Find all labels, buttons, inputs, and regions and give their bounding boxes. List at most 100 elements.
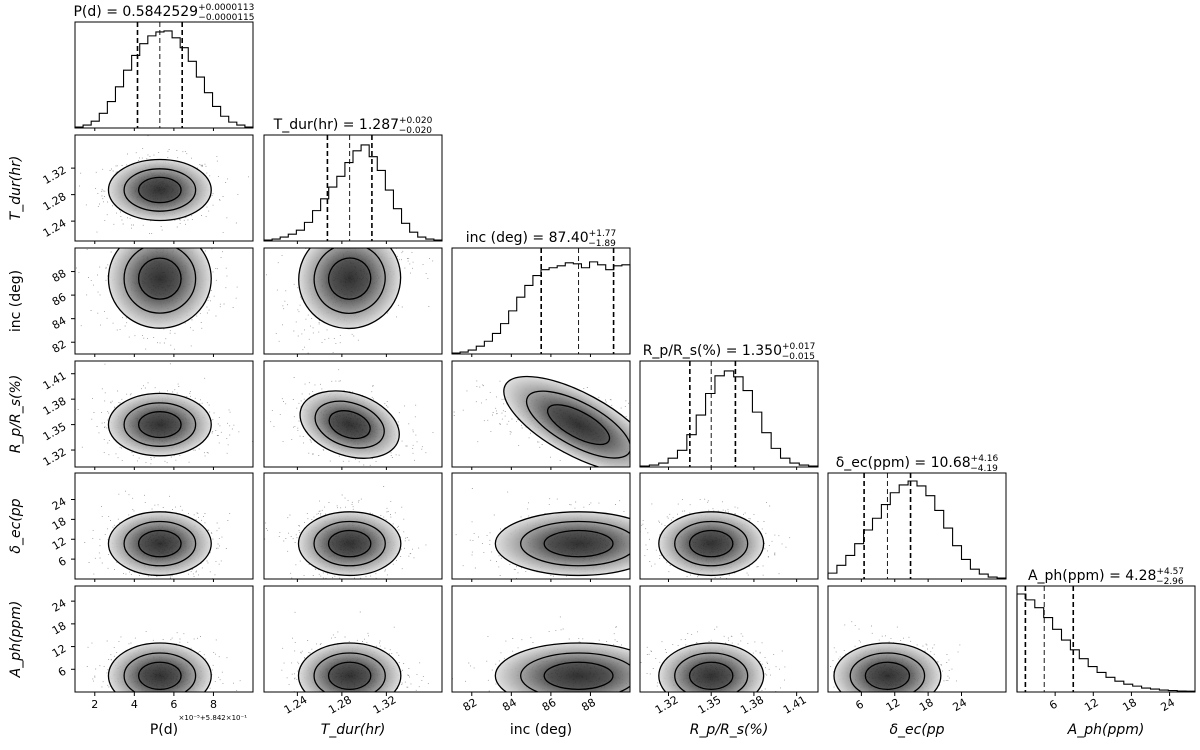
title-RpRs: R_p/R_s(%) = 1.350+0.017 −0.015 — [643, 342, 816, 362]
xtick-label-RpRs-1: 1.35 — [696, 693, 724, 717]
panel-frame — [74, 134, 254, 242]
contour-3 — [864, 661, 911, 690]
panel-frame — [263, 472, 443, 580]
xtick-label-dec-0: 6 — [853, 698, 866, 713]
panel-content — [453, 375, 630, 467]
hist-frame-RpRs — [639, 360, 819, 468]
contour-3 — [137, 411, 182, 439]
hist-frame-Tdur — [263, 134, 443, 242]
ytick-label-RpRs-0: 1.32 — [41, 445, 69, 469]
panel-frame — [827, 585, 1007, 693]
contour-1 — [494, 511, 630, 577]
contour-1 — [658, 511, 765, 577]
err-up-inc: +1.77 — [589, 229, 617, 239]
panel-dec-vs-inc — [451, 472, 631, 580]
ytick-label-Aph-2: 18 — [50, 619, 69, 637]
panel-content — [86, 631, 241, 692]
contour-1 — [658, 642, 765, 692]
contour-3 — [327, 257, 372, 300]
panel-frame — [451, 472, 631, 580]
panel-Tdur-vs-P — [74, 134, 254, 242]
panel-content — [455, 488, 630, 579]
hist-RpRs — [639, 370, 819, 467]
hist-Tdur — [263, 144, 443, 241]
title-P: P(d) = 0.5842529+0.0000113 −0.0000115 — [73, 3, 254, 23]
panel-frame — [74, 472, 254, 580]
xtick-label-P-3: 8 — [210, 698, 217, 711]
ytick-label-Tdur-0: 1.24 — [41, 216, 69, 240]
err-up-RpRs: +0.017 — [782, 342, 815, 352]
ylabel-Aph: A_ph(ppm) — [8, 601, 24, 679]
contour-3 — [137, 257, 182, 300]
xtick-label-RpRs-0: 1.32 — [653, 693, 681, 717]
panel-RpRs-vs-Tdur — [263, 360, 443, 468]
contour-1 — [107, 248, 212, 329]
contour-3 — [543, 661, 614, 690]
density-map — [108, 248, 212, 329]
contour-2 — [314, 400, 385, 449]
xtick-label-Tdur-0: 1.24 — [282, 693, 310, 717]
panel-Aph-vs-Tdur — [263, 585, 443, 693]
err-up-Tdur: +0.020 — [399, 116, 433, 126]
xtick-label-inc-3: 88 — [579, 696, 598, 714]
ytick-label-dec-1: 12 — [50, 535, 69, 553]
ytick-label-dec-3: 24 — [50, 495, 69, 513]
density-map — [495, 643, 630, 692]
contour-1 — [107, 392, 212, 457]
panel-content — [84, 490, 231, 579]
contour-3 — [327, 529, 372, 558]
contour-1 — [297, 511, 402, 577]
err-dn-inc: −1.89 — [588, 239, 616, 249]
ytick-label-inc-0: 82 — [50, 338, 69, 356]
err-dn-dec: −4.19 — [970, 464, 998, 474]
contour-2 — [123, 168, 197, 212]
xtick-label-Tdur-2: 1.32 — [371, 693, 399, 717]
panel-frame — [639, 585, 819, 693]
ytick-label-RpRs-3: 1.41 — [41, 369, 69, 393]
contour-1 — [107, 511, 212, 577]
density-map — [658, 643, 764, 692]
ytick-label-Tdur-2: 1.32 — [41, 163, 69, 187]
xtick-label-P-2: 6 — [170, 698, 177, 711]
ylabel-RpRs: R_p/R_s(%) — [8, 375, 24, 454]
contour-3 — [137, 529, 182, 558]
contour-2 — [123, 520, 197, 567]
contour-2 — [123, 248, 197, 314]
panel-frame — [451, 585, 631, 693]
contour-2 — [849, 652, 926, 692]
contour-2 — [123, 652, 197, 692]
panel-content — [640, 626, 786, 692]
panel-RpRs-vs-P — [74, 360, 254, 468]
ytick-label-inc-2: 86 — [50, 290, 69, 308]
err-up-dec: +4.16 — [971, 454, 999, 464]
xtick-label-inc-2: 86 — [540, 696, 559, 714]
panel-content — [79, 135, 249, 235]
panel-inc-vs-Tdur — [263, 247, 443, 355]
err-dn-P: −0.0000115 — [198, 13, 254, 23]
xtick-label-Aph-2: 18 — [1120, 696, 1139, 714]
contour-2 — [674, 652, 749, 692]
panel-RpRs-vs-inc — [451, 360, 631, 468]
contour-3 — [543, 529, 614, 558]
panel-frame — [263, 585, 443, 693]
ylabel-inc: inc (deg) — [8, 270, 24, 332]
panel-content — [452, 616, 630, 692]
hist-dec — [827, 480, 1007, 579]
ytick-label-Tdur-1: 1.28 — [41, 190, 69, 214]
title-dec: δ_ec(ppm) = 10.68+4.16 −4.19 — [836, 454, 999, 474]
hist-Aph — [1016, 593, 1196, 692]
panel-dec-vs-RpRs — [639, 472, 819, 580]
err-dn-Tdur: −0.020 — [399, 126, 433, 136]
x-offset-note: ×10⁻⁵+5.842×10⁻¹ — [179, 714, 248, 722]
xlabel-RpRs: R_p/R_s(%) — [690, 722, 769, 738]
contour-1 — [494, 642, 630, 692]
contour-2 — [313, 248, 386, 314]
title-inc: inc (deg) = 87.40+1.77 −1.89 — [466, 229, 617, 249]
xlabel-inc: inc (deg) — [510, 722, 572, 738]
contour-1 — [107, 642, 212, 692]
contour-3 — [688, 661, 734, 690]
panel-content — [270, 369, 434, 467]
contour-2 — [313, 520, 386, 567]
ytick-label-inc-1: 84 — [50, 314, 69, 332]
contour-3 — [328, 410, 371, 440]
